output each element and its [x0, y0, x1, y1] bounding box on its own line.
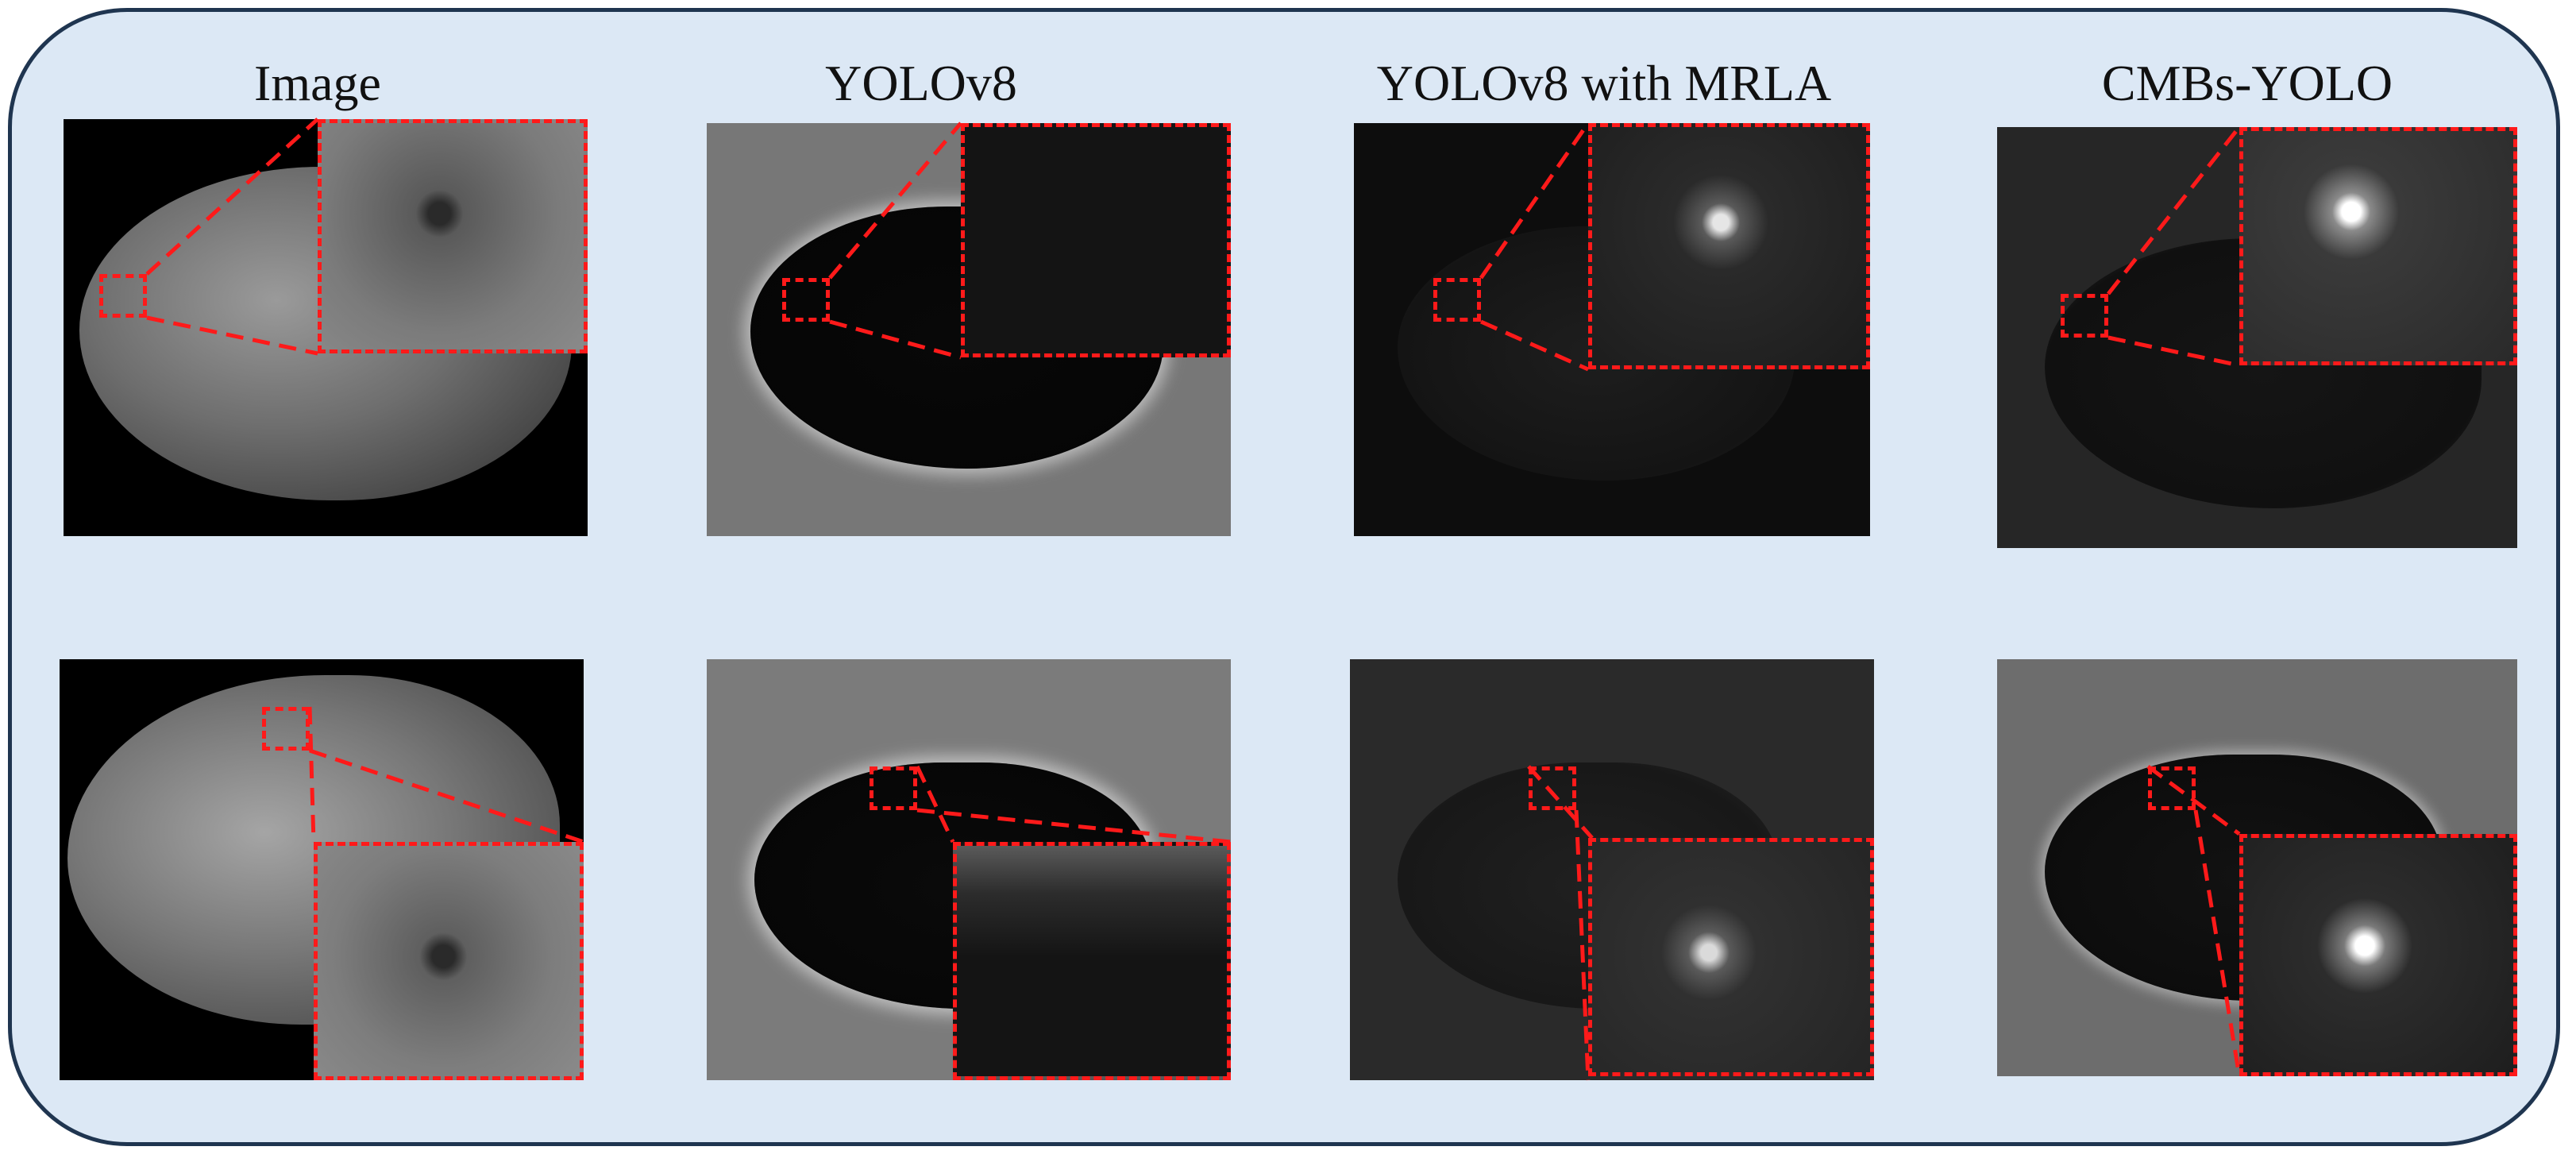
- zoom-inset: [1588, 123, 1870, 369]
- heatmap-mrla-row2: [1350, 659, 1874, 1080]
- heatmap-cmbs-yolo-row2: [1997, 659, 2517, 1076]
- mri-image-row1: [64, 119, 588, 536]
- roi-box: [870, 766, 917, 810]
- column-title-image: Image: [254, 55, 381, 111]
- column-title-yolov8: YOLOv8: [825, 55, 1017, 111]
- zoom-inset: [2239, 834, 2517, 1076]
- heatmap-yolov8-row2: [707, 659, 1231, 1080]
- zoom-inset: [961, 123, 1231, 357]
- roi-box: [2061, 294, 2108, 338]
- roi-box: [2148, 766, 2196, 810]
- zoom-inset: [318, 119, 588, 353]
- roi-box: [782, 278, 830, 322]
- heatmap-yolov8-row1: [707, 123, 1231, 536]
- column-title-cmbs-yolo: CMBs-YOLO: [2101, 55, 2393, 111]
- roi-box: [99, 274, 147, 318]
- roi-box: [1433, 278, 1481, 322]
- roi-box: [262, 707, 310, 751]
- heatmap-cmbs-yolo-row1: [1997, 127, 2517, 548]
- mri-image-row2: [60, 659, 584, 1080]
- zoom-inset: [314, 842, 584, 1080]
- zoom-inset: [2239, 127, 2517, 365]
- zoom-inset: [953, 842, 1231, 1080]
- roi-box: [1529, 766, 1576, 810]
- heatmap-mrla-row1: [1354, 123, 1870, 536]
- column-title-yolov8-mrla: YOLOv8 with MRLA: [1376, 55, 1832, 111]
- zoom-inset: [1588, 838, 1874, 1076]
